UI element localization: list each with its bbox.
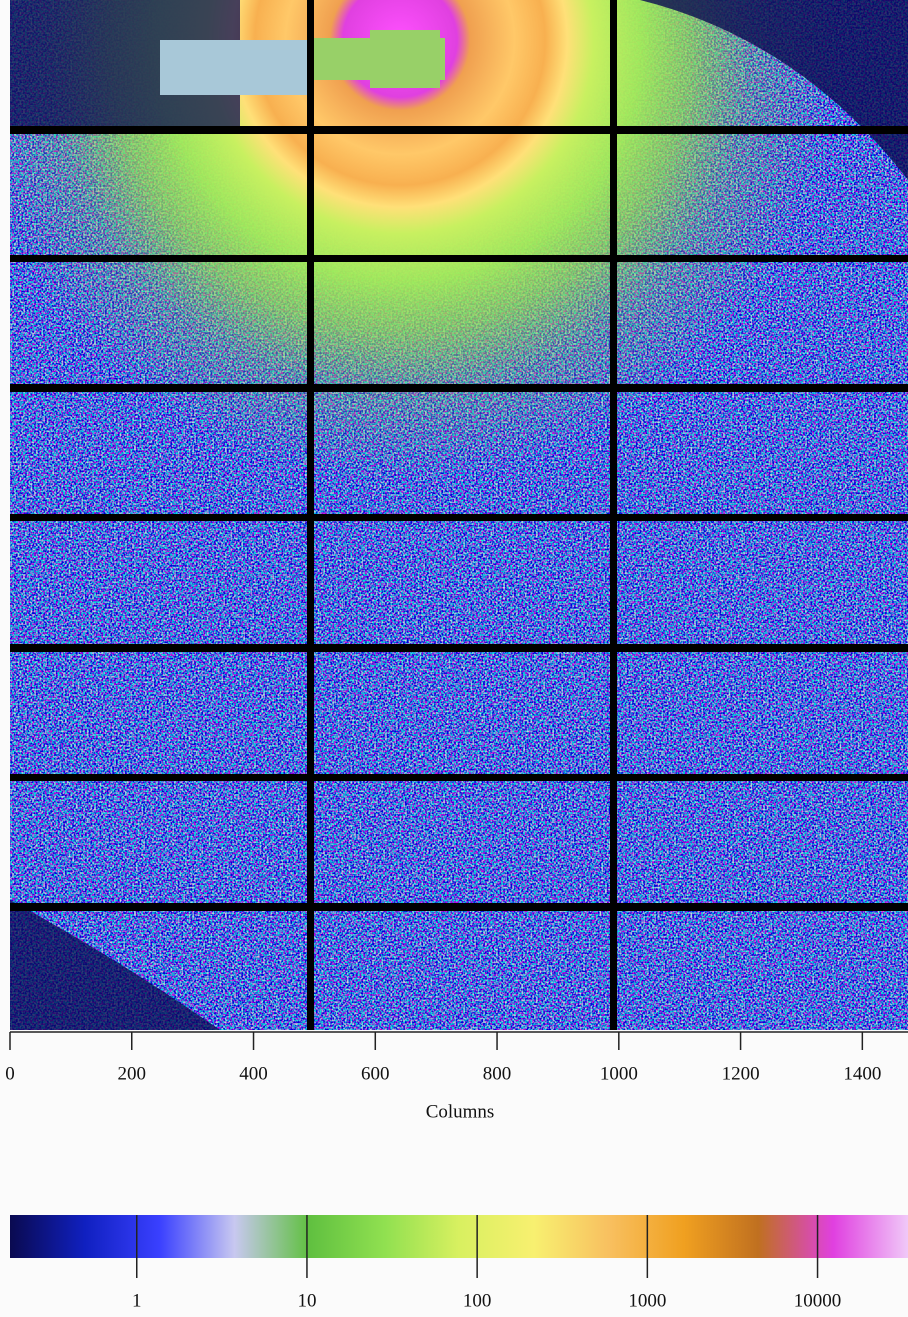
- x-tick-label: 800: [483, 1063, 512, 1084]
- x-tick-label: 600: [361, 1063, 390, 1084]
- colorbar-tick-label: 10000: [794, 1290, 842, 1311]
- dark-corner: [640, 0, 908, 180]
- x-tick-label: 400: [239, 1063, 268, 1084]
- colorbar-tick-label: 100: [463, 1290, 492, 1311]
- x-tick-label: 1400: [843, 1063, 881, 1084]
- detector-image: [10, 0, 908, 1030]
- dark-corner: [10, 900, 220, 1030]
- colorbar: [10, 1215, 908, 1258]
- x-tick-label: 1000: [600, 1063, 638, 1084]
- colorbar-tick-label: 10: [297, 1290, 316, 1311]
- x-tick-label: 0: [5, 1063, 15, 1084]
- colorbar-tick-label: 1: [132, 1290, 142, 1311]
- x-axis-label: Columns: [426, 1101, 495, 1122]
- beam-stop: [160, 40, 310, 95]
- colorbar-tick-label: 1000: [628, 1290, 666, 1311]
- panel-gaps: [10, 0, 908, 1030]
- x-tick-label: 1200: [722, 1063, 760, 1084]
- beam-stop: [370, 30, 440, 88]
- x-tick-label: 200: [118, 1063, 147, 1084]
